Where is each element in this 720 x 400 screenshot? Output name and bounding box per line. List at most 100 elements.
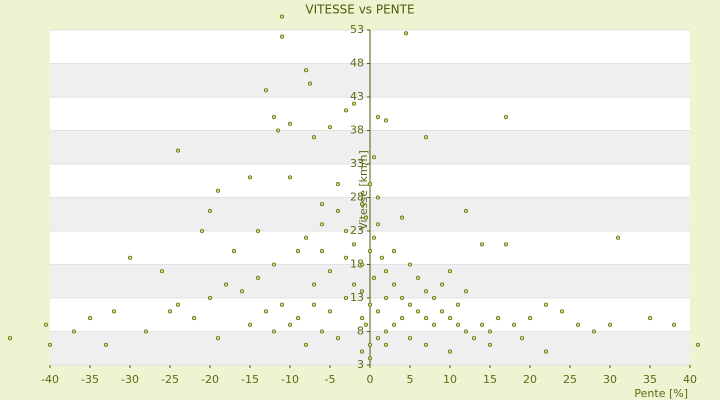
point (543, 302, 549, 307)
x-tick-label: 35 (643, 373, 657, 386)
point (423, 289, 429, 294)
point (447, 316, 453, 321)
point (423, 135, 429, 140)
point (311, 282, 317, 287)
y-tick-label: 48 (350, 57, 364, 70)
point (207, 295, 213, 301)
point (327, 269, 333, 274)
x-tick-label: -30 (121, 373, 139, 386)
point (463, 329, 469, 334)
point (271, 329, 277, 334)
point (343, 255, 349, 260)
point (463, 289, 469, 294)
point (351, 101, 357, 106)
point (279, 302, 285, 307)
x-tick-label: 15 (483, 373, 497, 386)
point (263, 88, 269, 93)
point (455, 302, 461, 307)
y-tick-label: 8 (357, 325, 364, 338)
point (303, 235, 309, 240)
point (295, 316, 301, 321)
point (351, 282, 357, 287)
point (479, 322, 485, 327)
point (199, 228, 205, 234)
y-tick-label: 13 (350, 291, 364, 304)
point (503, 115, 509, 120)
point (47, 342, 53, 347)
point (87, 316, 93, 321)
point (423, 342, 429, 347)
point (359, 316, 365, 321)
point (159, 269, 165, 274)
point (559, 309, 565, 314)
point (319, 249, 325, 254)
point (407, 302, 413, 307)
y-axis-label: Vitesse [km/h] (357, 150, 370, 230)
point (367, 249, 373, 254)
y-tick-label: 23 (350, 224, 364, 237)
point (383, 342, 389, 347)
point (303, 342, 309, 347)
point (239, 289, 245, 294)
x-tick-label: 20 (523, 373, 537, 386)
point (439, 309, 445, 314)
point (327, 125, 333, 130)
point (175, 148, 181, 153)
y-tick-label: 43 (350, 90, 364, 103)
point (511, 322, 517, 327)
chart-title: VITESSE vs PENTE (305, 3, 414, 17)
point (591, 329, 597, 334)
point (111, 309, 117, 314)
point (247, 175, 253, 180)
point (367, 342, 373, 347)
point (447, 269, 453, 274)
point (399, 295, 405, 301)
point (463, 208, 469, 213)
point (215, 336, 221, 341)
x-axis-label: Pente [%] (634, 387, 688, 400)
point (519, 336, 525, 341)
point (375, 309, 381, 314)
point (455, 322, 461, 327)
point (367, 182, 373, 187)
point (343, 228, 349, 234)
point (303, 68, 309, 73)
x-tick-label: -40 (41, 373, 59, 386)
point (263, 309, 269, 314)
point (371, 275, 377, 280)
point (335, 336, 341, 341)
point (471, 336, 477, 341)
point (279, 14, 285, 19)
point (295, 249, 301, 254)
point (275, 128, 281, 133)
point (495, 316, 501, 321)
point (327, 309, 333, 314)
point (223, 282, 229, 287)
point (7, 336, 13, 341)
point (479, 242, 485, 247)
point (359, 262, 365, 267)
point (335, 182, 341, 187)
point (43, 322, 49, 327)
point (343, 295, 349, 301)
point (311, 135, 317, 140)
point (351, 242, 357, 247)
x-tick-label: 5 (407, 373, 414, 386)
point (487, 342, 493, 347)
x-tick-label: -25 (161, 373, 179, 386)
point (399, 215, 405, 220)
point (575, 322, 581, 327)
point (391, 322, 397, 327)
point (311, 302, 317, 307)
point (319, 329, 325, 334)
point (375, 336, 381, 341)
point (71, 329, 77, 334)
point (383, 118, 389, 123)
point (255, 228, 261, 234)
x-tick-label: -20 (201, 373, 219, 386)
point (287, 322, 293, 327)
y-tick-label: 18 (350, 258, 364, 271)
x-tick-label: -35 (81, 373, 99, 386)
point (359, 349, 365, 354)
